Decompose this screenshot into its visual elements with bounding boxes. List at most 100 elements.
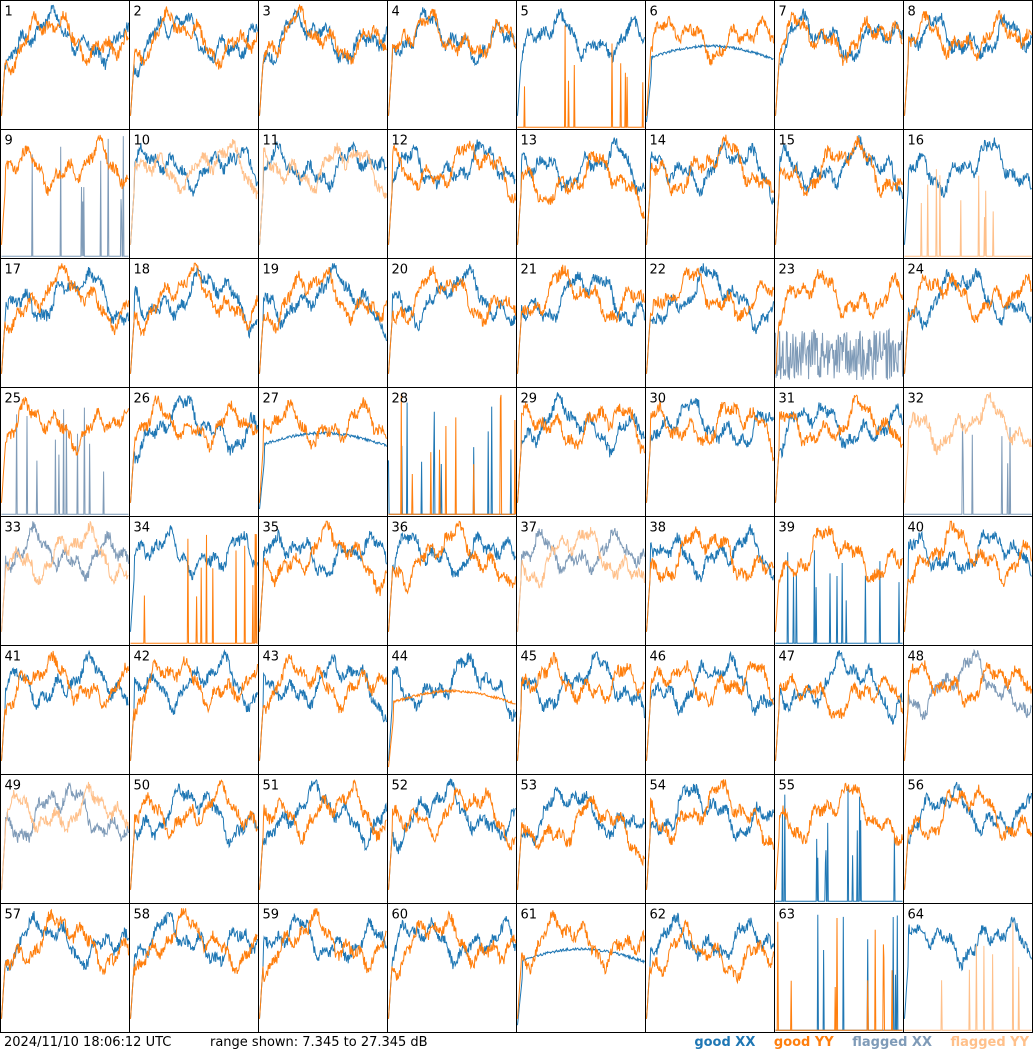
panel-24: 24 [903, 258, 1033, 388]
panel-30-label: 30 [650, 392, 667, 407]
panel-9-label: 9 [5, 134, 13, 149]
panel-36: 36 [387, 516, 517, 646]
panel-50-border [129, 774, 259, 904]
panel-59-yy-line [259, 908, 387, 1019]
panel-49-label: 49 [5, 779, 22, 794]
panel-12: 12 [387, 129, 517, 259]
panel-61-xx-line [517, 946, 645, 1026]
legend-flagged-yy: flagged YY [950, 1035, 1030, 1050]
panel-36-yy-line [388, 520, 516, 632]
panel-35-xx-line [259, 528, 387, 632]
panel-32-yy-line [904, 392, 1032, 503]
panel-50-yy-line [130, 779, 258, 890]
panel-10-xx-line [130, 142, 258, 245]
panel-4-yy-line [388, 8, 516, 116]
panel-6-border [645, 0, 775, 130]
panel-19-label: 19 [263, 263, 280, 278]
panel-7-xx-line [775, 8, 903, 116]
panel-23: 23 [774, 258, 904, 388]
panel-2: 2 [129, 0, 259, 130]
panel-6-yy-line [646, 15, 774, 116]
panel-38: 38 [645, 516, 775, 646]
panel-42: 42 [129, 645, 259, 775]
panel-47-xx-line [775, 650, 903, 761]
panel-51-xx-line [259, 778, 387, 890]
panel-60-yy-line [388, 910, 516, 1019]
panel-55-xx-line [775, 788, 903, 902]
panel-10: 10 [129, 129, 259, 259]
panel-13-yy-line [517, 151, 645, 245]
panel-45: 45 [516, 645, 646, 775]
panel-19-yy-line [259, 267, 387, 374]
legend-flagged-xx: flagged XX [852, 1035, 932, 1050]
panel-31-label: 31 [779, 392, 796, 407]
panel-49-yy-line [1, 781, 129, 890]
panel-59-xx-line [259, 912, 387, 1019]
panel-5-xx-line [517, 8, 645, 116]
panel-51: 51 [258, 774, 388, 904]
panel-48: 48 [903, 645, 1033, 775]
panel-34-label: 34 [134, 521, 151, 536]
panel-9-border [0, 129, 130, 259]
panel-26-xx-line [130, 394, 258, 503]
panel-59-label: 59 [263, 908, 280, 923]
panel-14-label: 14 [650, 134, 667, 149]
panel-13-border [516, 129, 646, 259]
panel-22-label: 22 [650, 263, 667, 278]
panel-29: 29 [516, 387, 646, 517]
panel-14-yy-line [646, 134, 774, 245]
panel-2-yy-line [130, 6, 258, 116]
panel-42-yy-line [130, 656, 258, 761]
panel-56-border [903, 774, 1033, 904]
panel-22: 22 [645, 258, 775, 388]
panel-40-label: 40 [908, 521, 925, 536]
panel-42-xx-line [130, 649, 258, 761]
panel-9: 9 [0, 129, 130, 259]
panel-40-border [903, 516, 1033, 646]
panel-1: 1 [0, 0, 130, 130]
panel-45-border [516, 645, 646, 775]
panel-5-yy-line [517, 25, 645, 128]
panel-8: 8 [903, 0, 1033, 130]
panel-43-label: 43 [263, 650, 280, 665]
panel-6: 6 [645, 0, 775, 130]
panel-63: 63 [774, 903, 904, 1033]
panel-30: 30 [645, 387, 775, 517]
panel-15-yy-line [775, 135, 903, 245]
panel-15: 15 [774, 129, 904, 259]
panel-35: 35 [258, 516, 388, 646]
panel-64-xx-line [904, 916, 1032, 1019]
panel-42-label: 42 [134, 650, 151, 665]
panel-29-border [516, 387, 646, 517]
panel-53-yy-line [517, 795, 645, 890]
panel-27: 27 [258, 387, 388, 517]
panel-23-xx-line [775, 327, 903, 381]
panel-33-label: 33 [5, 521, 22, 536]
panel-43-yy-line [259, 653, 387, 761]
panel-46-label: 46 [650, 650, 667, 665]
panel-6-xx-line [646, 43, 774, 123]
panel-31-yy-line [775, 394, 903, 503]
panel-53: 53 [516, 774, 646, 904]
legend-good-xx: good XX [694, 1035, 756, 1050]
panel-8-border [903, 0, 1033, 130]
panel-37-xx-line [517, 527, 645, 632]
panel-22-yy-line [646, 267, 774, 374]
panel-7-yy-line [775, 11, 903, 116]
panel-60-label: 60 [392, 908, 409, 923]
panel-3-border [258, 0, 388, 130]
panel-43-border [258, 645, 388, 775]
panel-20: 20 [387, 258, 517, 388]
panel-56-xx-line [904, 781, 1032, 890]
panel-56: 56 [903, 774, 1033, 904]
panel-11-border [258, 129, 388, 259]
panel-30-xx-line [646, 397, 774, 503]
panel-27-xx-line [259, 431, 387, 510]
panel-31-border [774, 387, 904, 517]
panel-1-xx-line [1, 4, 129, 116]
panel-39-yy-line [775, 525, 903, 632]
panel-58-xx-line [130, 911, 258, 1019]
panel-62: 62 [645, 903, 775, 1033]
panel-52-xx-line [388, 778, 516, 890]
panel-44-xx-line [388, 652, 516, 761]
